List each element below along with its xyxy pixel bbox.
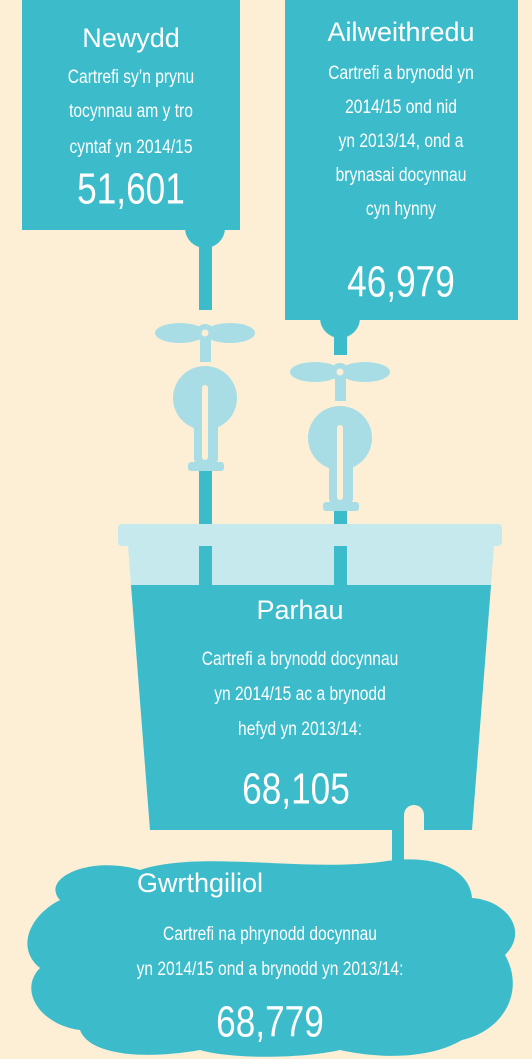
box-description: 2014/15 ond nid: [345, 97, 457, 118]
pipe-opening: [404, 805, 424, 830]
box-title: Newydd: [82, 23, 180, 53]
box-title: Parhau: [256, 595, 343, 625]
pipe: [199, 546, 212, 586]
box-description: cyntaf yn 2014/15: [70, 137, 193, 158]
box-value: 68,779: [216, 998, 324, 1047]
box-description: yn 2014/15 ond a brynodd yn 2013/14:: [137, 959, 404, 980]
infographic: Newydd Cartrefi sy’n prynu tocynnau am y t…: [0, 0, 532, 1059]
box-description: yn 2013/14, ond a: [339, 131, 464, 152]
box-description: brynasai docynnau: [336, 165, 467, 186]
box-title: Gwrthgiliol: [137, 868, 263, 898]
box-title: Ailweithredu: [327, 17, 474, 47]
bucket-rim: [118, 524, 502, 546]
box-description: Cartrefi a brynodd docynnau: [202, 649, 399, 670]
box-description: Cartrefi a brynodd yn: [328, 63, 473, 84]
pipe: [334, 546, 347, 586]
box-description: Cartrefi na phrynodd docynnau: [163, 924, 377, 945]
box-value: 68,105: [242, 765, 350, 814]
box-value: 51,601: [77, 165, 185, 214]
box-description: hefyd yn 2013/14:: [238, 719, 362, 740]
box-description: yn 2014/15 ac a brynodd: [214, 684, 386, 705]
box-value: 46,979: [347, 258, 455, 307]
box-description: cyn hynny: [366, 199, 437, 220]
box-description: Cartrefi sy’n prynu: [68, 67, 194, 88]
box-description: tocynnau am y tro: [69, 101, 193, 122]
